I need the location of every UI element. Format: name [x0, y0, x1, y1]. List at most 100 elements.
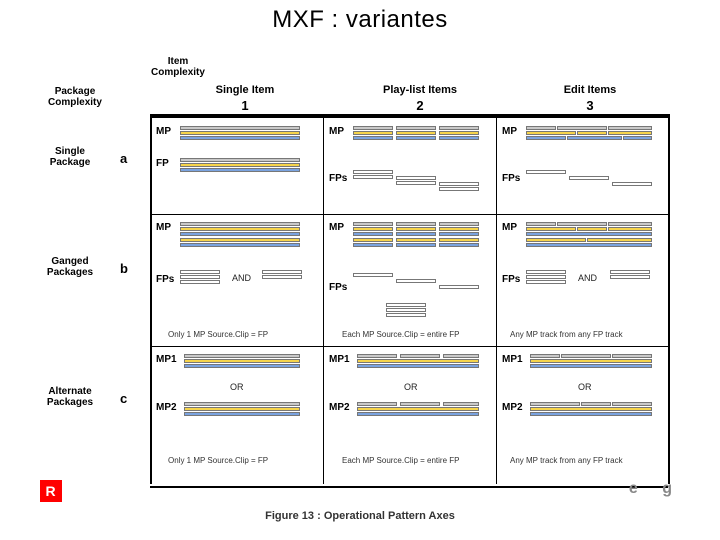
track — [439, 182, 479, 186]
col-header-3: Edit Items — [510, 84, 670, 96]
col-num-3: 3 — [510, 98, 670, 113]
track — [526, 270, 566, 274]
axis-label-item-complexity: Item Complexity — [148, 56, 208, 78]
track — [569, 176, 609, 180]
track — [180, 131, 300, 135]
track — [526, 275, 566, 279]
track — [439, 222, 479, 226]
track — [184, 354, 300, 358]
track — [357, 354, 397, 358]
track — [526, 232, 652, 236]
track — [530, 364, 652, 368]
track — [557, 222, 607, 226]
track — [526, 222, 556, 226]
track — [353, 232, 393, 236]
track — [396, 227, 436, 231]
track — [396, 232, 436, 236]
label-a2-fp: FPs — [329, 173, 347, 184]
track — [357, 364, 479, 368]
track — [353, 126, 393, 130]
track — [530, 354, 560, 358]
track — [439, 227, 479, 231]
track — [180, 136, 300, 140]
track — [608, 222, 652, 226]
track — [439, 136, 479, 140]
caption-b1: Only 1 MP Source.Clip = FP — [168, 330, 268, 339]
track — [610, 270, 650, 274]
track — [353, 170, 393, 174]
grid-vline-2 — [496, 118, 497, 484]
track — [530, 407, 652, 411]
track — [439, 131, 479, 135]
col-header-2: Play-list Items — [340, 84, 500, 96]
track — [180, 270, 220, 274]
track — [610, 275, 650, 279]
col-header-1: Single Item — [170, 84, 320, 96]
track — [180, 222, 300, 226]
track — [386, 303, 426, 307]
track — [396, 222, 436, 226]
track — [623, 136, 652, 140]
label-b3-fp: FPs — [502, 274, 520, 285]
caption-b2: Each MP Source.Clip = entire FP — [342, 330, 459, 339]
track — [587, 238, 652, 242]
track — [396, 279, 436, 283]
track — [184, 407, 300, 411]
track — [357, 402, 397, 406]
track — [439, 187, 479, 191]
track — [184, 364, 300, 368]
logic-b3: AND — [578, 273, 597, 283]
track — [357, 359, 479, 363]
label-c3-mp2: MP2 — [502, 402, 523, 413]
track — [443, 354, 479, 358]
track — [561, 354, 611, 358]
track — [357, 412, 479, 416]
track — [180, 126, 300, 130]
track — [353, 238, 393, 242]
caption-c1: Only 1 MP Source.Clip = FP — [168, 456, 268, 465]
grid-vline-0 — [150, 118, 152, 484]
track — [443, 402, 479, 406]
track — [439, 232, 479, 236]
track — [526, 131, 576, 135]
track — [612, 402, 652, 406]
label-b1-mp: MP — [156, 222, 171, 233]
track — [396, 181, 436, 185]
track — [396, 126, 436, 130]
track — [180, 168, 300, 172]
row-letter-c: c — [120, 391, 127, 406]
row-header-c: Alternate Packages — [40, 386, 100, 408]
track — [567, 136, 622, 140]
grid-hline-3 — [150, 486, 668, 488]
track — [530, 359, 652, 363]
grid-hline-1 — [150, 214, 668, 215]
caption-c2: Each MP Source.Clip = entire FP — [342, 456, 459, 465]
label-c3-mp1: MP1 — [502, 354, 523, 365]
track — [262, 275, 302, 279]
track — [612, 354, 652, 358]
track — [180, 158, 300, 162]
track — [439, 243, 479, 247]
track — [180, 232, 300, 236]
track — [557, 126, 607, 130]
track — [526, 126, 556, 130]
track — [526, 280, 566, 284]
track — [608, 126, 652, 130]
track — [400, 354, 440, 358]
track — [396, 176, 436, 180]
track — [608, 227, 652, 231]
track — [353, 227, 393, 231]
label-b1-fp: FPs — [156, 274, 174, 285]
track — [439, 238, 479, 242]
label-a3-fp: FPs — [502, 173, 520, 184]
label-a1-fp: FP — [156, 158, 169, 169]
track — [353, 175, 393, 179]
op-pattern-grid: MP FP MP FPs MP FP — [150, 114, 670, 484]
col-num-2: 2 — [340, 98, 500, 113]
label-a1-mp: MP — [156, 126, 171, 137]
logic-b1: AND — [232, 273, 251, 283]
label-a3-mp: MP — [502, 126, 517, 137]
track — [180, 238, 300, 242]
col-num-1: 1 — [170, 98, 320, 113]
grid-vline-1 — [323, 118, 324, 484]
